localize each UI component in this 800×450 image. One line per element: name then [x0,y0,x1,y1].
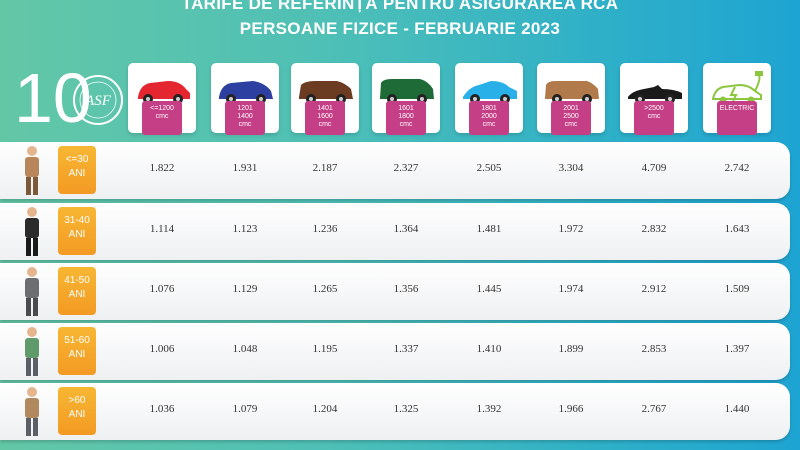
person-icon [25,146,39,195]
logo-mark: 10 [14,60,92,136]
tariff-value: 1.822 [149,162,175,174]
tariff-value: 2.767 [641,403,667,415]
vehicle-category-card: 2001 2500 cmc [537,63,605,135]
vehicle-category-label: 1601 1800 cmc [386,101,426,135]
tariff-value: 2.187 [312,162,338,174]
small-car-icon [138,81,190,104]
age-group-badge: 51-60 ANI [58,327,96,375]
tariff-value: 2.832 [641,223,667,235]
tariff-value: 1.440 [724,403,750,415]
tariff-value: 1.931 [232,162,258,174]
convertible-icon [628,85,682,104]
vehicle-category-label: 1801 2000 cmc [469,101,509,135]
tariff-value: 1.325 [393,403,419,415]
page-title-line2: PERSOANE FIZICE - FEBRUARIE 2023 [239,19,561,38]
vehicle-category-card: 1601 1800 cmc [372,63,440,135]
tariff-value: 1.036 [149,403,175,415]
tariff-value: 1.123 [232,223,258,235]
tariff-value: 2.853 [641,343,667,355]
tariff-value: 1.397 [724,343,750,355]
tariff-value: 2.327 [393,162,419,174]
vehicle-category-label: >2500 cmc [634,101,674,135]
suv-icon [299,81,353,104]
tariff-value: 1.236 [312,223,338,235]
person-icon [25,207,39,256]
tariff-value: 1.265 [312,283,338,295]
tariff-value: 1.079 [232,403,258,415]
tariff-value: 1.974 [558,283,584,295]
vehicle-category-label: ELECTRIC [717,101,757,135]
tariff-value: 1.509 [724,283,750,295]
person-icon [25,327,39,376]
tariff-value: 4.709 [641,162,667,174]
minivan-icon [380,79,434,104]
tariff-value: 1.129 [232,283,258,295]
tariff-value: 1.410 [476,343,502,355]
age-group-badge: >60 ANI [58,387,96,435]
tariff-value: 1.392 [476,403,502,415]
page-title-line1: TARIFE DE REFERINȚĂ PENTRU ASIGURAREA RC… [181,0,619,13]
tariff-value: 3.304 [558,162,584,174]
table-row: >60 ANI 1.036 1.079 1.204 1.325 1.392 1.966 2.7… [0,383,790,440]
table-row: 51-60 ANI 1.006 1.048 1.195 1.337 1.410 1.899 2… [0,323,790,380]
tariff-value: 1.114 [149,223,175,235]
asf-logo: 10 ASF [14,59,124,137]
tariff-value: 1.445 [476,283,502,295]
age-group-badge: 31-40 ANI [58,207,96,255]
age-group-badge: 41-50 ANI [58,267,96,315]
vehicle-category-card: 1801 2000 cmc [455,63,523,135]
table-row: <=30 ANI 1.822 1.931 2.187 2.327 2.505 3.304 4.… [0,142,790,199]
tariff-value: 2.912 [641,283,667,295]
vehicle-category-card: 1201 1400 cmc [211,63,279,135]
vehicle-category-card: 1401 1600 cmc [291,63,359,135]
wagon-icon [545,81,599,104]
tariff-value: 1.204 [312,403,338,415]
age-group-badge: <=30 ANI [58,146,96,194]
sedan-icon [463,81,517,104]
tariff-value: 1.048 [232,343,258,355]
person-icon [25,267,39,316]
person-icon [25,387,39,436]
tariff-value: 1.364 [393,223,419,235]
vehicle-category-label: 1201 1400 cmc [225,101,265,135]
vehicle-category-card: <=1200 cmc [128,63,196,135]
svg-text:ASF: ASF [84,93,112,109]
tariff-value: 1.899 [558,343,584,355]
tariff-value: 1.076 [149,283,175,295]
tariff-value: 1.972 [558,223,584,235]
tariff-value: 2.742 [724,162,750,174]
tariff-value: 1.481 [476,223,502,235]
vehicle-category-label: <=1200 cmc [142,101,182,135]
tariff-value: 1.966 [558,403,584,415]
table-row: 41-50 ANI 1.076 1.129 1.265 1.356 1.445 1.974 2… [0,263,790,320]
vehicle-category-card: >2500 cmc [620,63,688,135]
vehicle-category-label: 1401 1600 cmc [305,101,345,135]
tariff-value: 1.356 [393,283,419,295]
tariff-value: 1.643 [724,223,750,235]
tariff-value: 1.195 [312,343,338,355]
tariff-value: 2.505 [476,162,502,174]
tariff-value: 1.006 [149,343,175,355]
vehicle-category-label: 2001 2500 cmc [551,101,591,135]
electric-car-icon [711,71,763,104]
vehicle-category-card: ELECTRIC [703,63,771,135]
hatchback-icon [219,81,273,104]
tariff-value: 1.337 [393,343,419,355]
table-row: 31-40 ANI 1.114 1.123 1.236 1.364 1.481 1.972 2… [0,203,790,260]
